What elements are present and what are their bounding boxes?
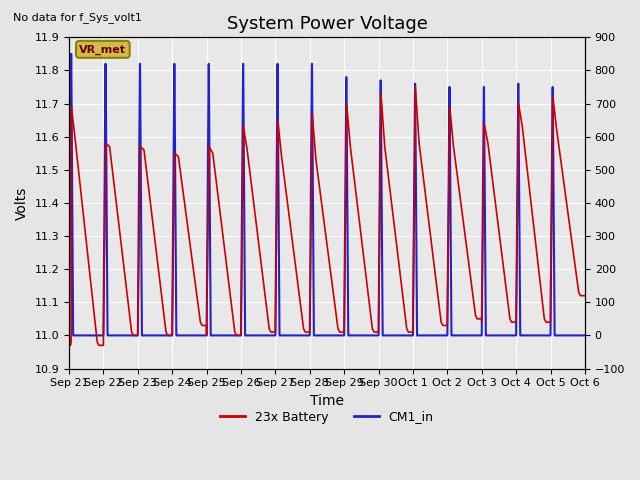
Y-axis label: Volts: Volts	[15, 186, 29, 220]
Legend: 23x Battery, CM1_in: 23x Battery, CM1_in	[215, 406, 438, 429]
Text: No data for f_Sys_volt1: No data for f_Sys_volt1	[13, 12, 141, 23]
X-axis label: Time: Time	[310, 394, 344, 408]
Title: System Power Voltage: System Power Voltage	[227, 15, 428, 33]
Text: VR_met: VR_met	[79, 44, 126, 55]
